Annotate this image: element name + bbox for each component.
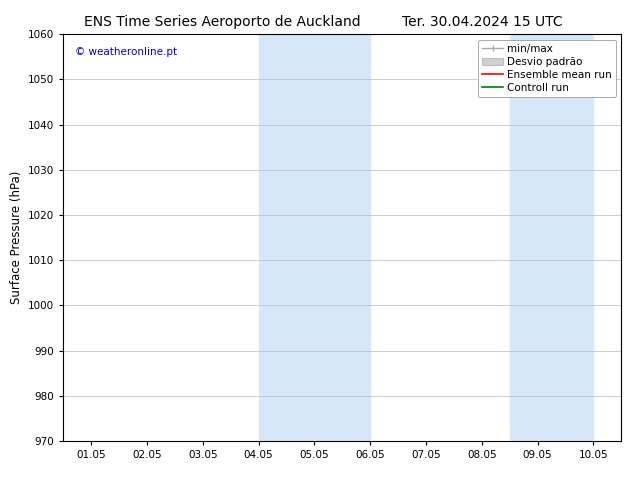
Text: © weatheronline.pt: © weatheronline.pt: [75, 47, 177, 56]
Bar: [259, 34, 370, 441]
Text: Ter. 30.04.2024 15 UTC: Ter. 30.04.2024 15 UTC: [401, 15, 562, 29]
Bar: [510, 34, 593, 441]
Y-axis label: Surface Pressure (hPa): Surface Pressure (hPa): [10, 171, 23, 304]
Legend: min/max, Desvio padrão, Ensemble mean run, Controll run: min/max, Desvio padrão, Ensemble mean ru…: [478, 40, 616, 97]
Text: ENS Time Series Aeroporto de Auckland: ENS Time Series Aeroporto de Auckland: [84, 15, 360, 29]
